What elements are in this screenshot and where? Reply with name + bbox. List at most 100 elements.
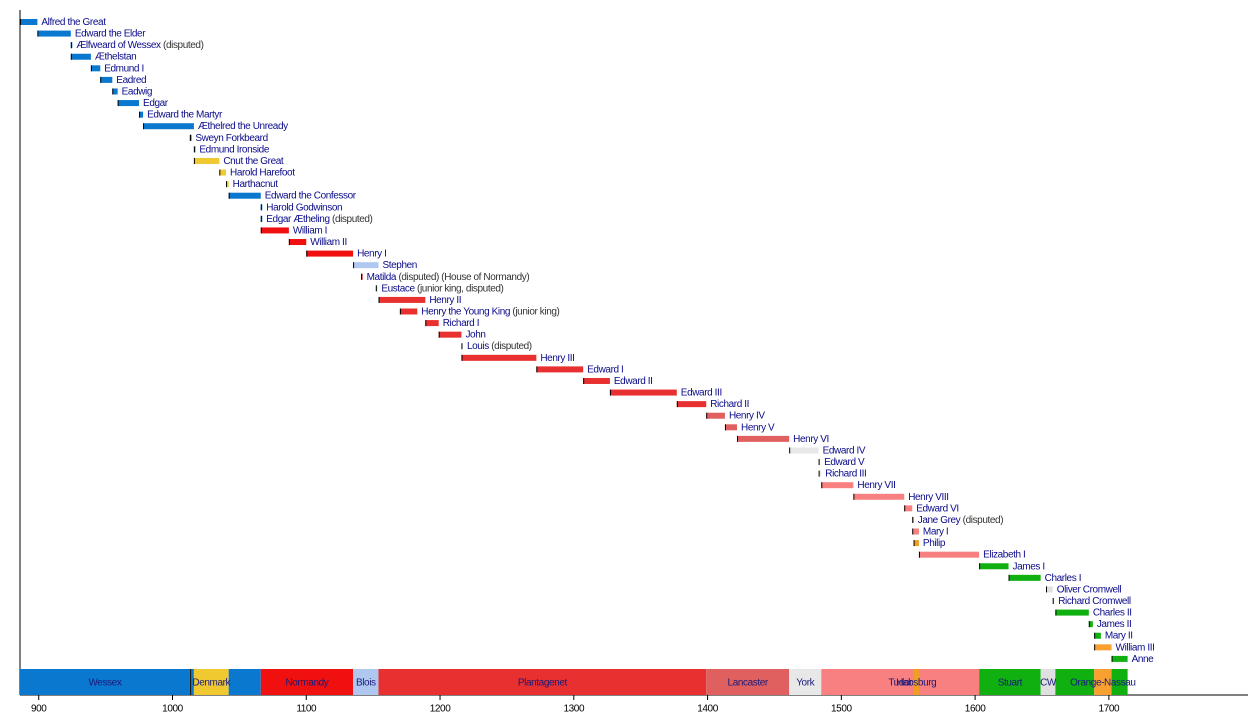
reign-bar bbox=[438, 331, 462, 338]
reign-bar bbox=[399, 308, 418, 315]
monarch-label: Henry I bbox=[357, 248, 386, 259]
monarch-name: Edward the Elder bbox=[75, 28, 146, 39]
monarch-name: Elizabeth I bbox=[983, 549, 1025, 560]
monarch-label: Richard I bbox=[443, 318, 479, 329]
monarch-label: Harold Harefoot bbox=[230, 167, 295, 178]
reign-bar bbox=[912, 528, 919, 535]
reign-bar bbox=[913, 540, 919, 547]
monarch-name: Edmund Ironside bbox=[199, 144, 269, 155]
monarch-label: Eustace (junior king, disputed) bbox=[381, 283, 503, 294]
monarch-label: Sweyn Forkbeard bbox=[195, 132, 267, 143]
monarch-label: Henry VIII bbox=[908, 491, 948, 502]
house-label: Orange-Nassau bbox=[1070, 678, 1135, 689]
monarch-label: Mary II bbox=[1105, 630, 1133, 641]
reign-bar bbox=[583, 377, 610, 384]
house-band bbox=[913, 669, 919, 695]
reign-bar bbox=[288, 239, 307, 246]
reign-bar bbox=[1046, 586, 1053, 593]
reign-bar bbox=[676, 401, 707, 408]
monarch-label: Edward the Confessor bbox=[265, 190, 357, 201]
monarch-label: Harthacnut bbox=[233, 179, 279, 190]
monarch-name: William I bbox=[293, 225, 327, 236]
monarch-name: Edward the Martyr bbox=[147, 109, 223, 120]
monarch-label: Cnut the Great bbox=[223, 156, 284, 167]
monarch-label: Eadwig bbox=[122, 86, 152, 97]
reign-bar bbox=[609, 389, 677, 396]
monarch-label: Edward the Elder bbox=[75, 28, 146, 39]
house-label: Tudor bbox=[888, 678, 913, 689]
reign-bar bbox=[228, 192, 261, 199]
reign-bar bbox=[918, 551, 980, 558]
monarch-name: Oliver Cromwell bbox=[1057, 584, 1122, 595]
monarch-name: Richard I bbox=[443, 318, 479, 329]
reign-bar bbox=[1088, 621, 1093, 628]
reign-bar bbox=[193, 157, 220, 164]
monarch-label: Henry III bbox=[540, 352, 574, 363]
monarch-name: Jane Grey bbox=[918, 515, 961, 526]
monarch-name: Æthelstan bbox=[95, 51, 136, 62]
monarch-name: John bbox=[465, 329, 485, 340]
x-tick-label: 1500 bbox=[831, 704, 852, 715]
house-band bbox=[1040, 669, 1056, 695]
monarch-note: (junior king, disputed) bbox=[417, 283, 503, 294]
house-band bbox=[706, 669, 790, 695]
monarch-name: Edgar bbox=[143, 98, 169, 109]
monarch-label: Edward V bbox=[824, 457, 865, 468]
x-tick-label: 1400 bbox=[697, 704, 718, 715]
monarch-label: Henry IV bbox=[729, 410, 765, 421]
reign-bar bbox=[425, 320, 439, 327]
monarch-label: Æthelstan bbox=[95, 51, 136, 62]
monarch-label: James I bbox=[1013, 561, 1045, 572]
reign-bar bbox=[536, 366, 584, 373]
monarch-note: (disputed) bbox=[491, 341, 532, 352]
monarch-name: William III bbox=[1116, 642, 1155, 653]
monarch-name: Mary II bbox=[1105, 630, 1133, 641]
reign-bar bbox=[853, 493, 905, 500]
house-label: Plantagenet bbox=[518, 678, 568, 689]
monarch-label: William I bbox=[293, 225, 327, 236]
monarch-name: Henry II bbox=[429, 295, 461, 306]
house-label: CW bbox=[1040, 678, 1057, 689]
house-band bbox=[353, 669, 379, 695]
monarch-name: Richard II bbox=[710, 399, 749, 410]
monarch-label: Richard Cromwell bbox=[1058, 596, 1131, 607]
reign-bar bbox=[724, 424, 738, 431]
x-tick-label: 1200 bbox=[430, 704, 451, 715]
monarch-label: Henry VI bbox=[793, 434, 829, 445]
monarch-name: Matilda bbox=[367, 271, 397, 282]
monarch-name: Henry VI bbox=[793, 434, 829, 445]
reign-bar bbox=[737, 435, 790, 442]
monarch-label: Eadred bbox=[116, 75, 146, 86]
house-label: Normandy bbox=[285, 678, 328, 689]
monarch-label: Charles I bbox=[1045, 572, 1081, 583]
house-band bbox=[821, 669, 980, 695]
reign-bar bbox=[1008, 574, 1041, 581]
monarch-note: (disputed) bbox=[163, 40, 204, 51]
monarch-name: Edward III bbox=[681, 387, 722, 398]
monarch-name: Edward the Confessor bbox=[265, 190, 357, 201]
house-band bbox=[378, 669, 707, 695]
monarch-name: Eadred bbox=[116, 75, 146, 86]
reign-bar bbox=[260, 227, 289, 234]
reign-bar bbox=[1111, 655, 1128, 662]
house-label: Habsburg bbox=[896, 678, 936, 689]
monarch-label: Edward II bbox=[614, 376, 653, 387]
x-tick-label: 1300 bbox=[563, 704, 584, 715]
monarch-name: Ælfweard of Wessex bbox=[76, 40, 161, 51]
house-label: Stuart bbox=[998, 678, 1023, 689]
reign-bar bbox=[112, 88, 118, 95]
monarch-label: James II bbox=[1097, 619, 1132, 630]
monarch-name: Sweyn Forkbeard bbox=[195, 132, 267, 143]
reign-bar bbox=[20, 19, 38, 25]
reign-bar bbox=[143, 123, 194, 130]
reign-bar bbox=[100, 76, 113, 83]
monarch-label: William II bbox=[310, 237, 347, 248]
reign-bar bbox=[306, 250, 354, 257]
house-band bbox=[1111, 669, 1128, 695]
house-label: Lancaster bbox=[728, 678, 769, 689]
x-tick-label: 1100 bbox=[296, 704, 317, 715]
monarch-name: James II bbox=[1097, 619, 1132, 630]
reign-bar bbox=[904, 505, 913, 512]
monarch-label: Anne bbox=[1132, 654, 1155, 665]
monarch-name: Charles II bbox=[1093, 607, 1132, 618]
